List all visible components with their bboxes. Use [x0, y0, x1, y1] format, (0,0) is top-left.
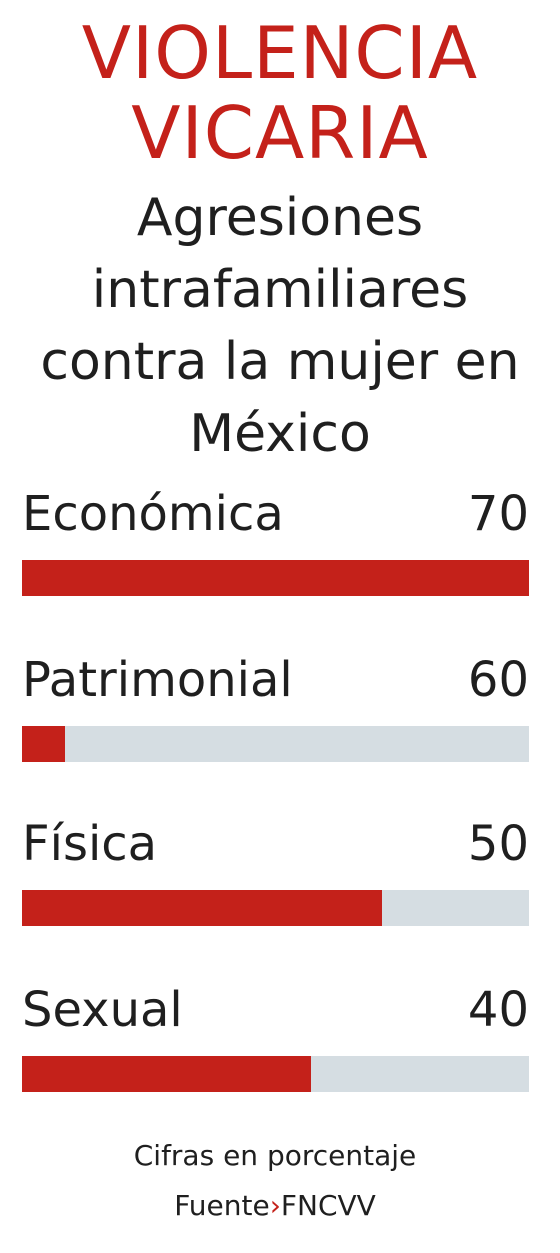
chevron-right-icon: › [269, 1189, 281, 1222]
source-label: Fuente [174, 1189, 270, 1222]
bar-row-sexual: Sexual 40 [22, 980, 529, 1100]
source-value: FNCVV [280, 1189, 376, 1222]
subtitle-line-4: México [189, 404, 371, 464]
source-line: Fuente›FNCVV [0, 1188, 550, 1224]
chart-subtitle: Agresiones intrafamiliares contra la muj… [0, 182, 560, 470]
bar-row-patrimonial: Patrimonial 60 [22, 650, 529, 770]
bar-row-fisica: Física 50 [22, 814, 529, 934]
value-label: 70 [467, 486, 529, 542]
value-label: 40 [467, 982, 529, 1038]
bar-fill-economica [22, 560, 529, 596]
subtitle-line-3: contra la mujer en [40, 332, 520, 392]
value-label: 60 [467, 652, 529, 708]
bar-track [22, 726, 529, 762]
bar-fill-patrimonial [22, 726, 66, 762]
title-line-2: VICARIA [131, 91, 429, 175]
category-label: Física [22, 816, 158, 872]
bar-track [22, 890, 529, 926]
bar-track [22, 560, 529, 596]
bar-track [22, 1056, 529, 1092]
category-label: Económica [22, 486, 284, 542]
bar-fill-sexual [22, 1056, 311, 1092]
title-line-1: VIOLENCIA [81, 11, 479, 95]
value-label: 50 [467, 816, 529, 872]
subtitle-line-1: Agresiones [136, 188, 424, 248]
category-label: Patrimonial [22, 652, 293, 708]
bar-fill-fisica [22, 890, 382, 926]
footnote: Cifras en porcentaje [133, 1139, 417, 1172]
bar-row-economica: Económica 70 [22, 484, 529, 604]
subtitle-line-2: intrafamiliares [91, 260, 469, 320]
category-label: Sexual [22, 982, 183, 1038]
